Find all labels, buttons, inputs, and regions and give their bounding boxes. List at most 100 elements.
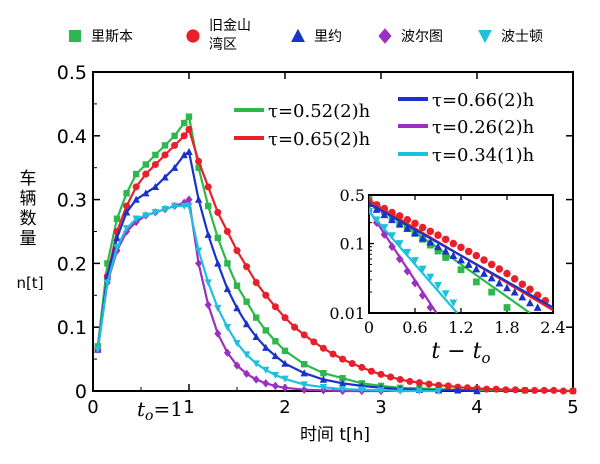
data-point-bay — [233, 247, 241, 255]
data-point-boston — [233, 282, 241, 289]
legend-marker-bay — [186, 29, 200, 43]
data-point-lisbon — [103, 279, 112, 287]
data-point-rio — [233, 304, 241, 312]
data-point-lisbon — [300, 381, 308, 389]
inset-data-point-bay — [472, 251, 481, 260]
data-point-rio — [194, 195, 203, 203]
inset-data-point-rio — [403, 224, 412, 232]
inset-data-point-rio — [372, 205, 381, 213]
data-point-bay — [339, 355, 347, 363]
inset-data-point-bay — [403, 216, 412, 224]
data-point-bay — [540, 386, 548, 394]
y-axis-label-char: 辆 — [20, 189, 37, 209]
inset-data-point-rio — [388, 215, 396, 224]
data-point-bay — [223, 227, 231, 236]
data-point-bay — [185, 125, 193, 133]
x-tick-label: 3 — [375, 397, 386, 418]
data-point-bay — [358, 363, 366, 371]
inset-data-point-lisbon — [441, 290, 450, 298]
data-point-bay — [171, 141, 179, 149]
data-point-bay — [271, 303, 279, 311]
data-point-bogota — [233, 361, 241, 370]
inset-data-point-boston — [442, 254, 450, 261]
x-axis-label: 时间 t[h] — [300, 425, 370, 445]
inset-data-point-bay — [426, 227, 435, 236]
legend-marker-rio — [291, 28, 305, 42]
inset-data-point-rio — [518, 292, 527, 301]
data-point-rio — [262, 343, 270, 351]
data-point-bay — [243, 263, 251, 271]
inset-data-point-bogota — [411, 278, 419, 288]
inset-series — [369, 196, 553, 313]
inset-data-point-bay — [503, 269, 511, 278]
data-point-rio — [338, 379, 347, 387]
legend-marker-boston — [69, 30, 81, 42]
y-tick-label: 0 — [75, 381, 87, 403]
data-point-lisbon — [377, 387, 385, 395]
data-point-boston — [281, 347, 289, 355]
data-point-boston — [123, 190, 130, 197]
inset-data-point-rio — [434, 242, 442, 251]
data-point-bay — [319, 344, 327, 352]
data-point-lisbon — [252, 360, 260, 368]
x-tick-label: 2 — [279, 397, 290, 418]
inset-data-point-lisbon — [403, 248, 412, 257]
inset-data-point-rio — [510, 288, 519, 296]
inset-data-point-lisbon — [449, 299, 458, 307]
data-point-lisbon — [204, 279, 212, 287]
data-point-bay — [291, 323, 299, 331]
data-point-rio — [271, 352, 280, 360]
x-tick-label: 5 — [567, 397, 578, 418]
inset-data-point-bay — [449, 239, 458, 248]
data-point-rio — [142, 189, 150, 197]
data-point-lisbon — [185, 202, 193, 210]
fit-legend-label-boston: τ=0.52(2)h — [268, 101, 371, 122]
y-tick-label: 0.2 — [57, 253, 87, 275]
data-point-lisbon — [396, 387, 404, 395]
data-point-bay — [406, 377, 414, 385]
data-point-boston — [253, 314, 260, 321]
data-point-lisbon — [242, 351, 251, 359]
data-point-rio — [319, 375, 328, 383]
data-point-bay — [444, 382, 452, 390]
inset-data-point-rio — [449, 251, 458, 260]
inset-data-point-rio — [395, 220, 404, 228]
inset-data-point-rio — [533, 303, 542, 311]
data-point-bogota — [252, 375, 260, 384]
inset-data-point-rio — [441, 246, 450, 255]
data-point-bay — [281, 314, 289, 322]
fit-legend-label-bay: τ=0.65(2)h — [268, 129, 371, 150]
data-point-lisbon — [122, 225, 131, 233]
inset-y-tick-label: 0.5 — [340, 186, 365, 205]
y-axis-label-char: 量 — [20, 229, 37, 249]
data-point-bay — [214, 208, 222, 216]
data-point-lisbon — [358, 386, 366, 394]
data-point-bay — [204, 183, 212, 191]
series-lisbon — [94, 202, 443, 395]
inset-plot: 0 0.6 1.2 1.8 2.4 0.01 0.1 0.5 t − to — [329, 186, 565, 367]
data-point-lisbon — [338, 385, 347, 393]
data-point-bay — [521, 386, 529, 394]
data-point-bogota — [195, 259, 203, 268]
data-point-bogota — [262, 379, 270, 388]
to-annotation: to=1 — [137, 397, 183, 424]
legend-label-bay: 旧金山 — [209, 18, 251, 34]
data-point-boston — [214, 234, 221, 242]
inset-data-point-lisbon — [426, 273, 435, 282]
data-point-rio — [113, 234, 121, 242]
legend-label-bogota: 波尔图 — [401, 29, 443, 45]
inset-x-tick-label: 2.4 — [540, 318, 565, 337]
inset-data-point-lisbon — [369, 208, 373, 216]
fit-legend-label-lisbon: τ=0.34(1)h — [432, 145, 535, 166]
data-point-bay — [377, 370, 385, 378]
data-point-bay — [180, 132, 188, 140]
data-point-rio — [454, 386, 462, 394]
data-point-bay — [151, 160, 159, 169]
data-point-rio — [180, 151, 188, 159]
data-point-boston — [113, 215, 121, 222]
fit-legend-label-bogota: τ=0.26(2)h — [432, 117, 535, 138]
inset-data-point-boston — [457, 266, 465, 274]
data-point-lisbon — [319, 383, 328, 392]
inset-data-point-bay — [395, 212, 404, 220]
